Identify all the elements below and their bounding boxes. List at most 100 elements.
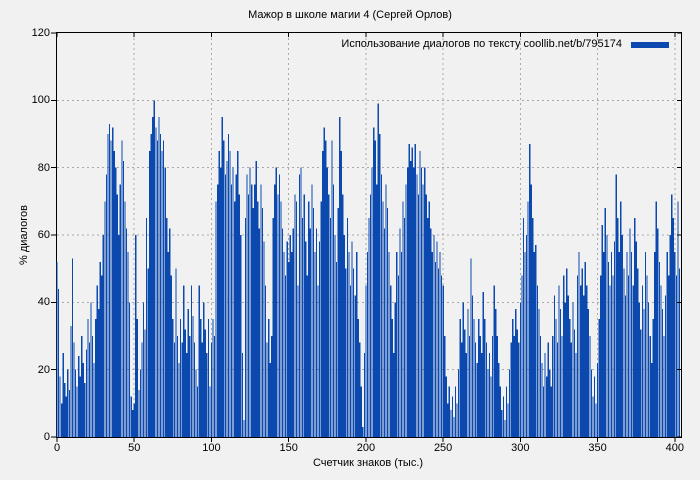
bar bbox=[366, 251, 369, 437]
bar bbox=[369, 194, 372, 437]
bar bbox=[539, 336, 542, 437]
bar bbox=[474, 342, 477, 437]
bar bbox=[288, 261, 290, 437]
bar bbox=[374, 140, 376, 437]
bar bbox=[99, 261, 101, 437]
bar bbox=[436, 241, 438, 437]
bar bbox=[124, 201, 126, 437]
bar bbox=[147, 268, 149, 437]
bar bbox=[583, 295, 585, 437]
bar bbox=[390, 285, 392, 437]
bar bbox=[377, 103, 379, 437]
bar bbox=[637, 268, 639, 437]
bar bbox=[156, 140, 159, 437]
bar bbox=[505, 386, 508, 437]
bar bbox=[433, 235, 435, 437]
bar bbox=[538, 309, 540, 437]
bar bbox=[533, 251, 535, 437]
bar bbox=[323, 127, 325, 438]
bar bbox=[380, 174, 383, 437]
bar bbox=[567, 295, 569, 437]
bar bbox=[193, 342, 196, 437]
bar bbox=[437, 268, 440, 437]
bar bbox=[305, 241, 307, 437]
bar bbox=[424, 167, 426, 438]
bar bbox=[161, 150, 163, 437]
bar bbox=[388, 251, 390, 437]
bar bbox=[149, 150, 151, 437]
bar bbox=[292, 228, 294, 437]
bar bbox=[226, 160, 228, 437]
bar bbox=[314, 251, 316, 437]
bar bbox=[470, 258, 472, 437]
bar bbox=[268, 319, 270, 437]
bar bbox=[101, 275, 103, 437]
bar bbox=[671, 194, 673, 437]
bar bbox=[675, 275, 678, 437]
bar bbox=[59, 376, 61, 437]
bar bbox=[507, 403, 509, 437]
bars-svg bbox=[51, 32, 681, 442]
bar bbox=[275, 167, 277, 438]
bar bbox=[322, 150, 324, 437]
bar bbox=[67, 369, 69, 437]
bar bbox=[513, 336, 515, 437]
bar bbox=[519, 302, 522, 437]
bar bbox=[204, 329, 206, 437]
bar bbox=[405, 184, 407, 437]
bar bbox=[153, 100, 155, 437]
bar bbox=[312, 208, 315, 437]
bar bbox=[518, 342, 520, 437]
bar bbox=[371, 167, 373, 438]
bar bbox=[547, 342, 549, 437]
bar bbox=[649, 336, 651, 437]
bar bbox=[212, 319, 214, 437]
bar bbox=[457, 369, 460, 437]
bar bbox=[220, 167, 222, 438]
bar bbox=[294, 194, 296, 437]
bar bbox=[535, 245, 537, 437]
x-tick-label: 350 bbox=[588, 442, 607, 454]
bar bbox=[410, 160, 412, 437]
bar bbox=[447, 403, 449, 437]
bar bbox=[82, 362, 84, 437]
bar bbox=[62, 352, 64, 437]
bar bbox=[524, 251, 526, 437]
bar bbox=[195, 369, 197, 437]
bar bbox=[573, 329, 576, 437]
bar bbox=[317, 285, 319, 437]
bar bbox=[397, 275, 399, 437]
bar bbox=[73, 342, 75, 437]
bar bbox=[354, 295, 356, 437]
bar bbox=[402, 201, 404, 437]
bar bbox=[116, 194, 118, 437]
bar bbox=[661, 309, 664, 437]
bar bbox=[652, 319, 654, 437]
bar bbox=[530, 184, 532, 437]
y-tick-label: 120 bbox=[31, 27, 50, 39]
bar bbox=[335, 261, 338, 437]
legend: Использование диалогов по тексту coollib… bbox=[341, 38, 669, 51]
bar bbox=[121, 140, 123, 437]
bar bbox=[74, 369, 77, 437]
bar bbox=[257, 201, 259, 437]
bar bbox=[536, 285, 539, 437]
bar bbox=[612, 275, 614, 437]
bar bbox=[427, 218, 429, 437]
bar bbox=[660, 285, 662, 437]
bar bbox=[300, 167, 302, 438]
chart-title: Мажор в школе магии 4 (Сергей Орлов) bbox=[248, 9, 452, 21]
bar bbox=[394, 302, 396, 437]
bar bbox=[78, 356, 80, 437]
bar bbox=[90, 302, 92, 437]
bar bbox=[115, 167, 117, 438]
bar bbox=[566, 268, 568, 437]
bar bbox=[430, 228, 432, 437]
bar bbox=[471, 295, 474, 437]
bar bbox=[606, 235, 608, 437]
bar bbox=[621, 235, 623, 437]
bar bbox=[249, 167, 251, 438]
bar bbox=[669, 235, 671, 437]
bar bbox=[556, 342, 559, 437]
